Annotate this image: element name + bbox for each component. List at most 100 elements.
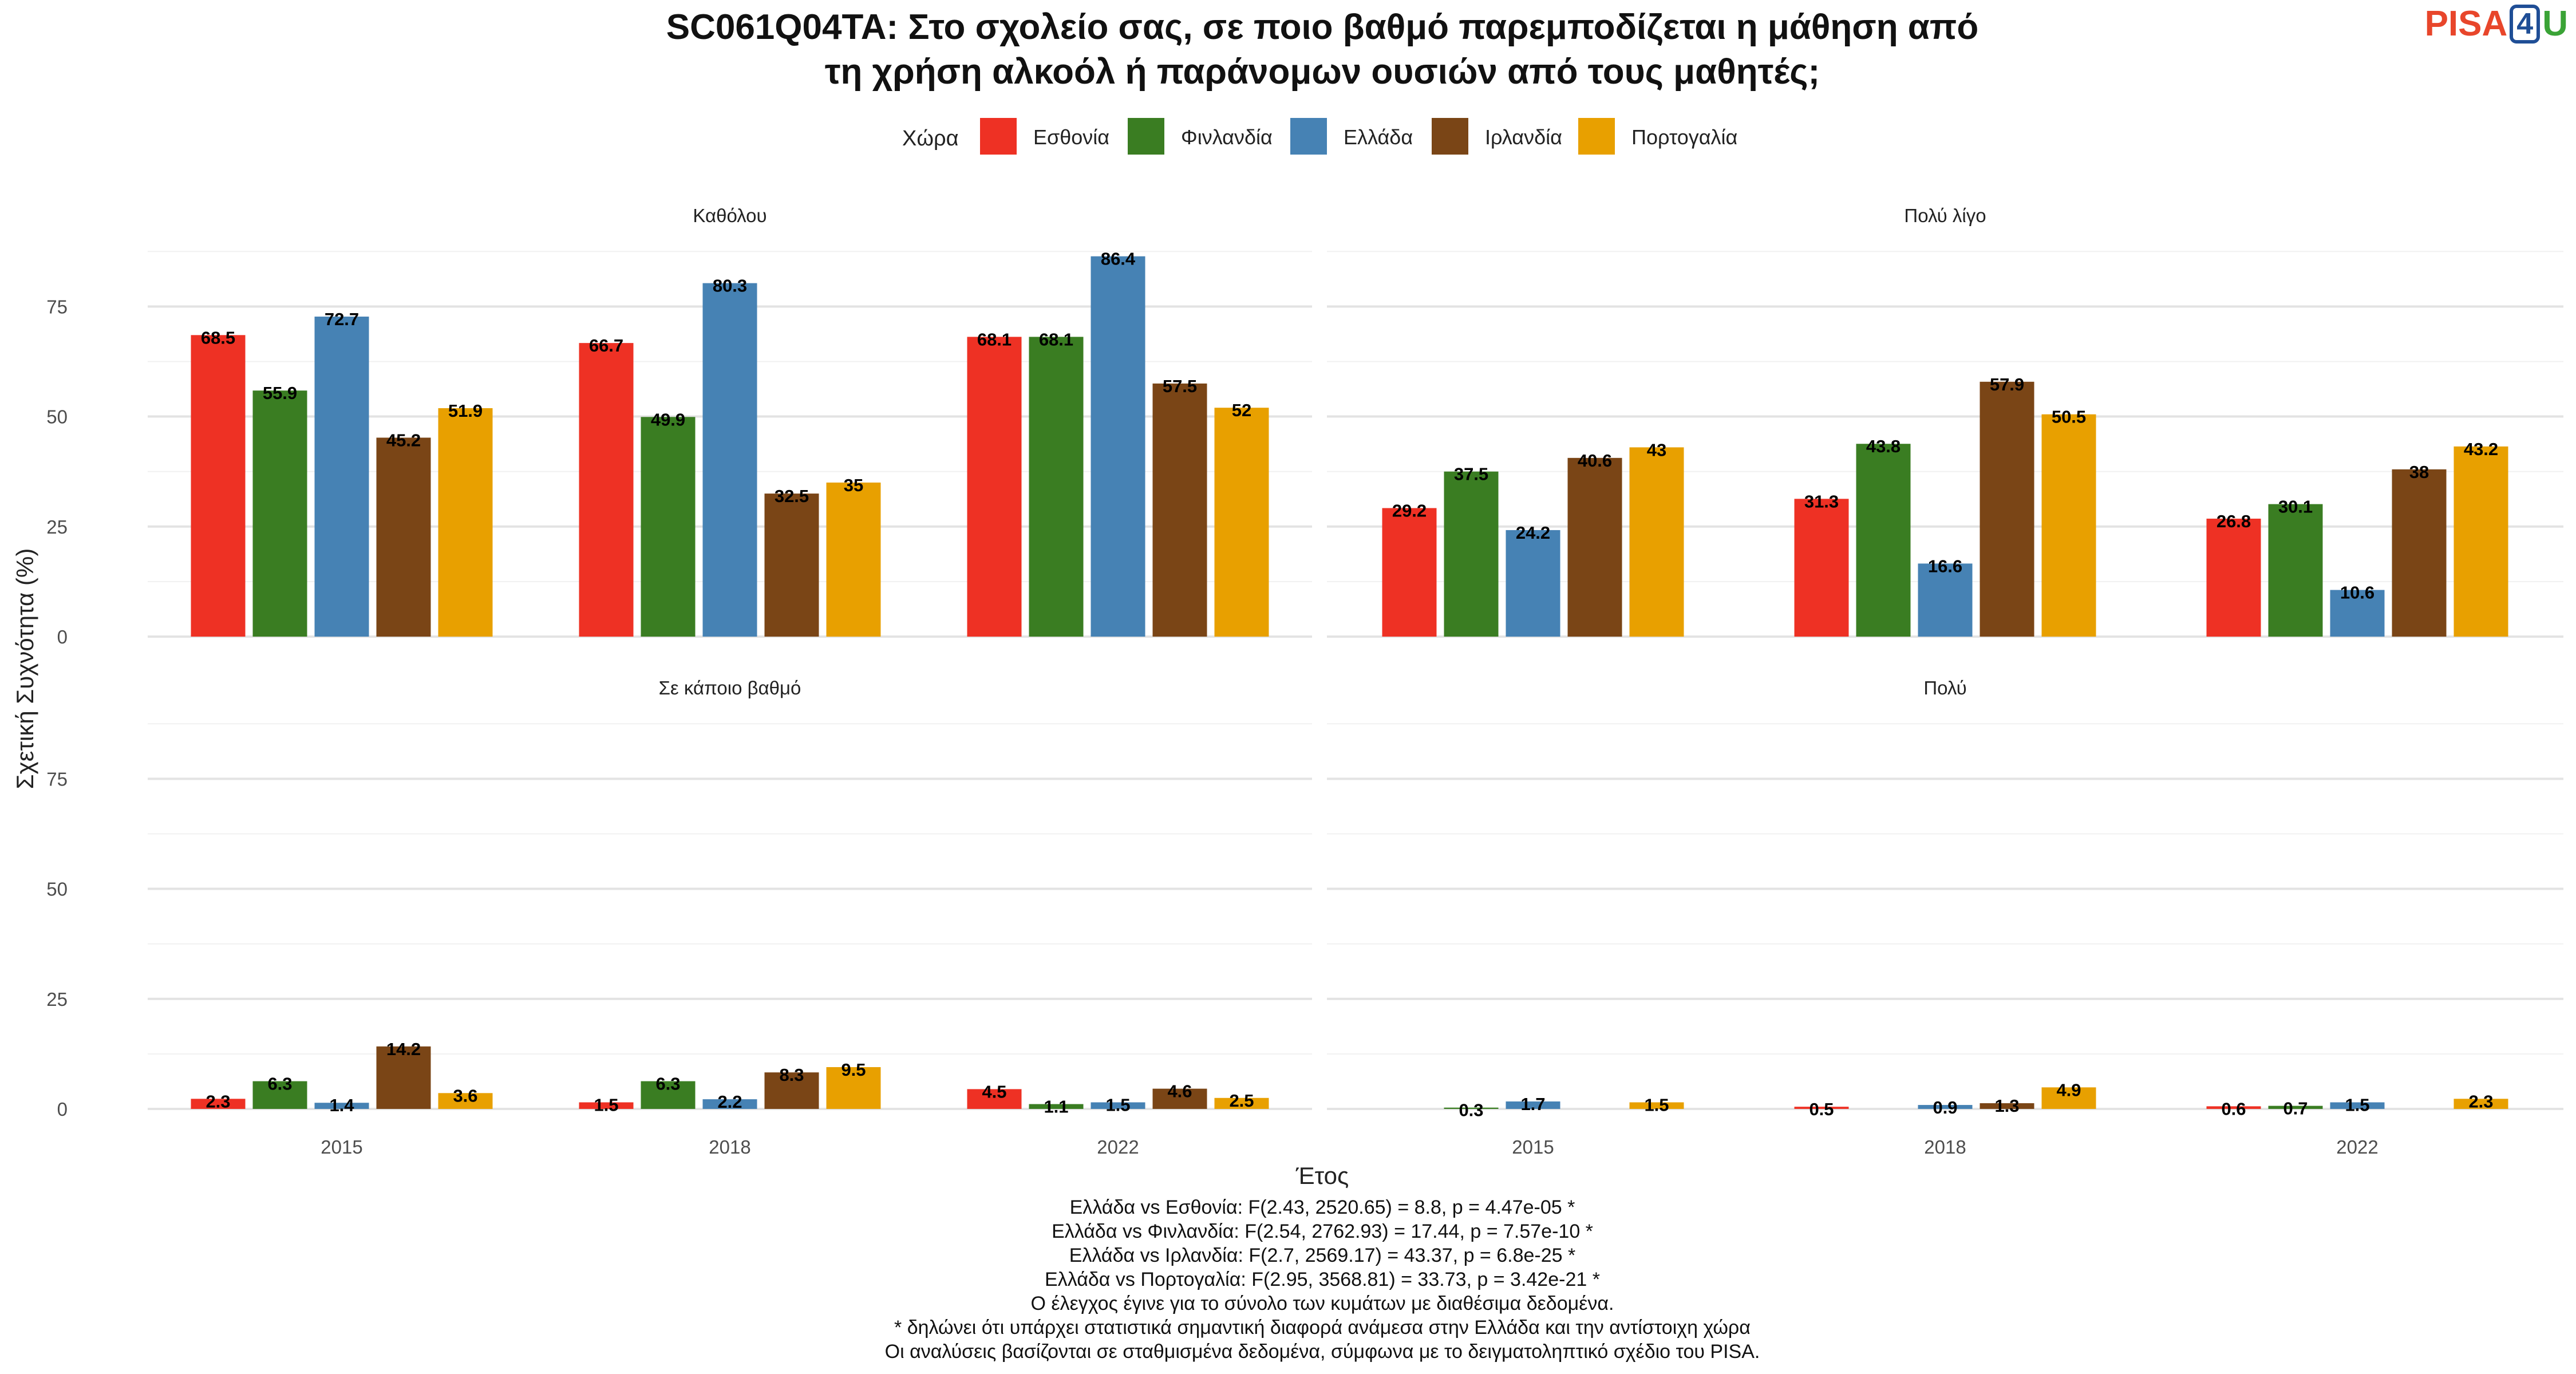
bar	[826, 1067, 881, 1109]
bar-value-label: 0.7	[2283, 1099, 2308, 1119]
bar-value-label: 1.7	[1520, 1094, 1545, 1114]
bar	[702, 283, 757, 637]
footnote-line: Ελλάδα vs Εσθονία: F(2.43, 2520.65) = 8.…	[1070, 1197, 1575, 1218]
x-tick-label: 2018	[1924, 1136, 1966, 1158]
y-tick-label: 0	[57, 626, 68, 647]
footnote-line: Ο έλεγχος έγινε για το σύνολο των κυμάτω…	[1031, 1293, 1614, 1314]
bar-value-label: 1.5	[1644, 1095, 1669, 1115]
x-tick-label: 2022	[2336, 1136, 2378, 1158]
bar	[764, 493, 819, 637]
bar	[1918, 563, 1973, 637]
legend-swatch	[980, 118, 1017, 155]
facet-title: Πολύ λίγο	[1904, 205, 1986, 226]
bar	[1506, 1101, 1560, 1109]
bar	[2206, 1106, 2261, 1109]
bar	[1794, 1107, 1849, 1109]
bar	[1567, 457, 1622, 637]
bar-value-label: 43	[1647, 440, 1666, 460]
bar	[2041, 1087, 2096, 1109]
bar-value-label: 66.7	[589, 335, 623, 356]
bar	[2206, 518, 2261, 637]
bar-value-label: 10.6	[2340, 582, 2374, 602]
legend-swatch	[1578, 118, 1615, 155]
bar-value-label: 4.9	[2056, 1080, 2081, 1100]
bar	[1152, 383, 1207, 637]
x-tick-label: 2015	[321, 1136, 362, 1158]
bar-value-label: 45.2	[386, 430, 421, 450]
bar	[1629, 1102, 1684, 1109]
bar-value-label: 4.6	[1167, 1081, 1192, 1101]
facet-title: Καθόλου	[693, 205, 767, 226]
logo-text-u: U	[2542, 4, 2568, 44]
y-tick-label: 50	[46, 406, 68, 428]
bar	[579, 1102, 634, 1109]
bar-value-label: 9.5	[841, 1060, 866, 1080]
bar-value-label: 86.4	[1101, 249, 1136, 269]
bar	[2392, 469, 2447, 637]
chart-title-line: τη χρήση αλκοόλ ή παράνομων ουσιών από τ…	[825, 52, 1820, 92]
footnote-line: * δηλώνει ότι υπάρχει στατιστικά σημαντι…	[894, 1317, 1751, 1339]
legend-swatch	[1290, 118, 1327, 155]
bar-value-label: 38	[2409, 462, 2429, 482]
bar-value-label: 24.2	[1516, 523, 1550, 543]
bar-value-label: 57.9	[1990, 374, 2024, 394]
bar-value-label: 2.3	[206, 1091, 230, 1111]
bar-value-label: 0.6	[2221, 1099, 2246, 1119]
bar-value-label: 40.6	[1578, 451, 1612, 471]
bar-value-label: 0.9	[1933, 1097, 1957, 1118]
bar	[252, 1081, 307, 1109]
y-tick-label: 75	[46, 768, 68, 789]
legend-label: Εσθονία	[1033, 125, 1109, 149]
bar-value-label: 4.5	[982, 1081, 1006, 1101]
y-tick-label: 25	[46, 516, 68, 538]
bar-value-label: 1.5	[1105, 1095, 1130, 1115]
y-tick-label: 25	[46, 989, 68, 1010]
footnote-line: Ελλάδα vs Ιρλανδία: F(2.7, 2569.17) = 43…	[1069, 1245, 1575, 1266]
bar	[1794, 499, 1849, 637]
bar	[1506, 530, 1560, 637]
bar-value-label: 0.3	[1459, 1100, 1483, 1120]
bar	[191, 335, 246, 637]
y-tick-label: 50	[46, 879, 68, 900]
bar	[2453, 446, 2508, 637]
bar	[191, 1099, 246, 1109]
bar	[2453, 1099, 2508, 1109]
bar-value-label: 43.8	[1866, 436, 1901, 456]
bar	[1091, 256, 1145, 637]
bar-value-label: 16.6	[1928, 556, 1962, 576]
bar-value-label: 32.5	[775, 486, 809, 506]
bar	[826, 482, 881, 637]
y-tick-label: 0	[57, 1099, 68, 1120]
bar-value-label: 68.5	[201, 327, 235, 348]
logo-text-pisa: PISA	[2424, 4, 2508, 44]
bar	[641, 417, 696, 637]
bar	[1091, 1102, 1145, 1109]
bar	[967, 1089, 1022, 1109]
bar	[438, 1093, 493, 1109]
bar-value-label: 31.3	[1804, 491, 1839, 511]
bar-value-label: 6.3	[655, 1074, 680, 1094]
bar-value-label: 3.6	[453, 1085, 477, 1105]
legend-label: Ιρλανδία	[1485, 125, 1562, 149]
legend-title: Χώρα	[902, 127, 959, 151]
bar	[1382, 508, 1437, 637]
legend-label: Ελλάδα	[1344, 125, 1413, 149]
bar	[438, 408, 493, 637]
bar	[376, 1046, 431, 1109]
bar-value-label: 29.2	[1392, 500, 1427, 520]
bar	[2041, 414, 2096, 637]
bar-value-label: 8.3	[779, 1065, 804, 1085]
bar-value-label: 72.7	[325, 309, 359, 329]
bar-value-label: 80.3	[713, 276, 747, 296]
bar-value-label: 14.2	[386, 1039, 421, 1059]
chart-title-line: SC061Q04TA: Στο σχολείο σας, σε ποιο βαθ…	[666, 7, 1979, 47]
bar	[252, 390, 307, 637]
bar	[376, 437, 431, 637]
facet-title: Σε κάποιο βαθμό	[659, 677, 801, 698]
bar	[2330, 590, 2385, 637]
y-tick-label: 75	[46, 296, 68, 317]
bar-value-label: 1.5	[2345, 1095, 2369, 1115]
bar	[764, 1072, 819, 1109]
legend-label: Φινλανδία	[1181, 125, 1273, 149]
